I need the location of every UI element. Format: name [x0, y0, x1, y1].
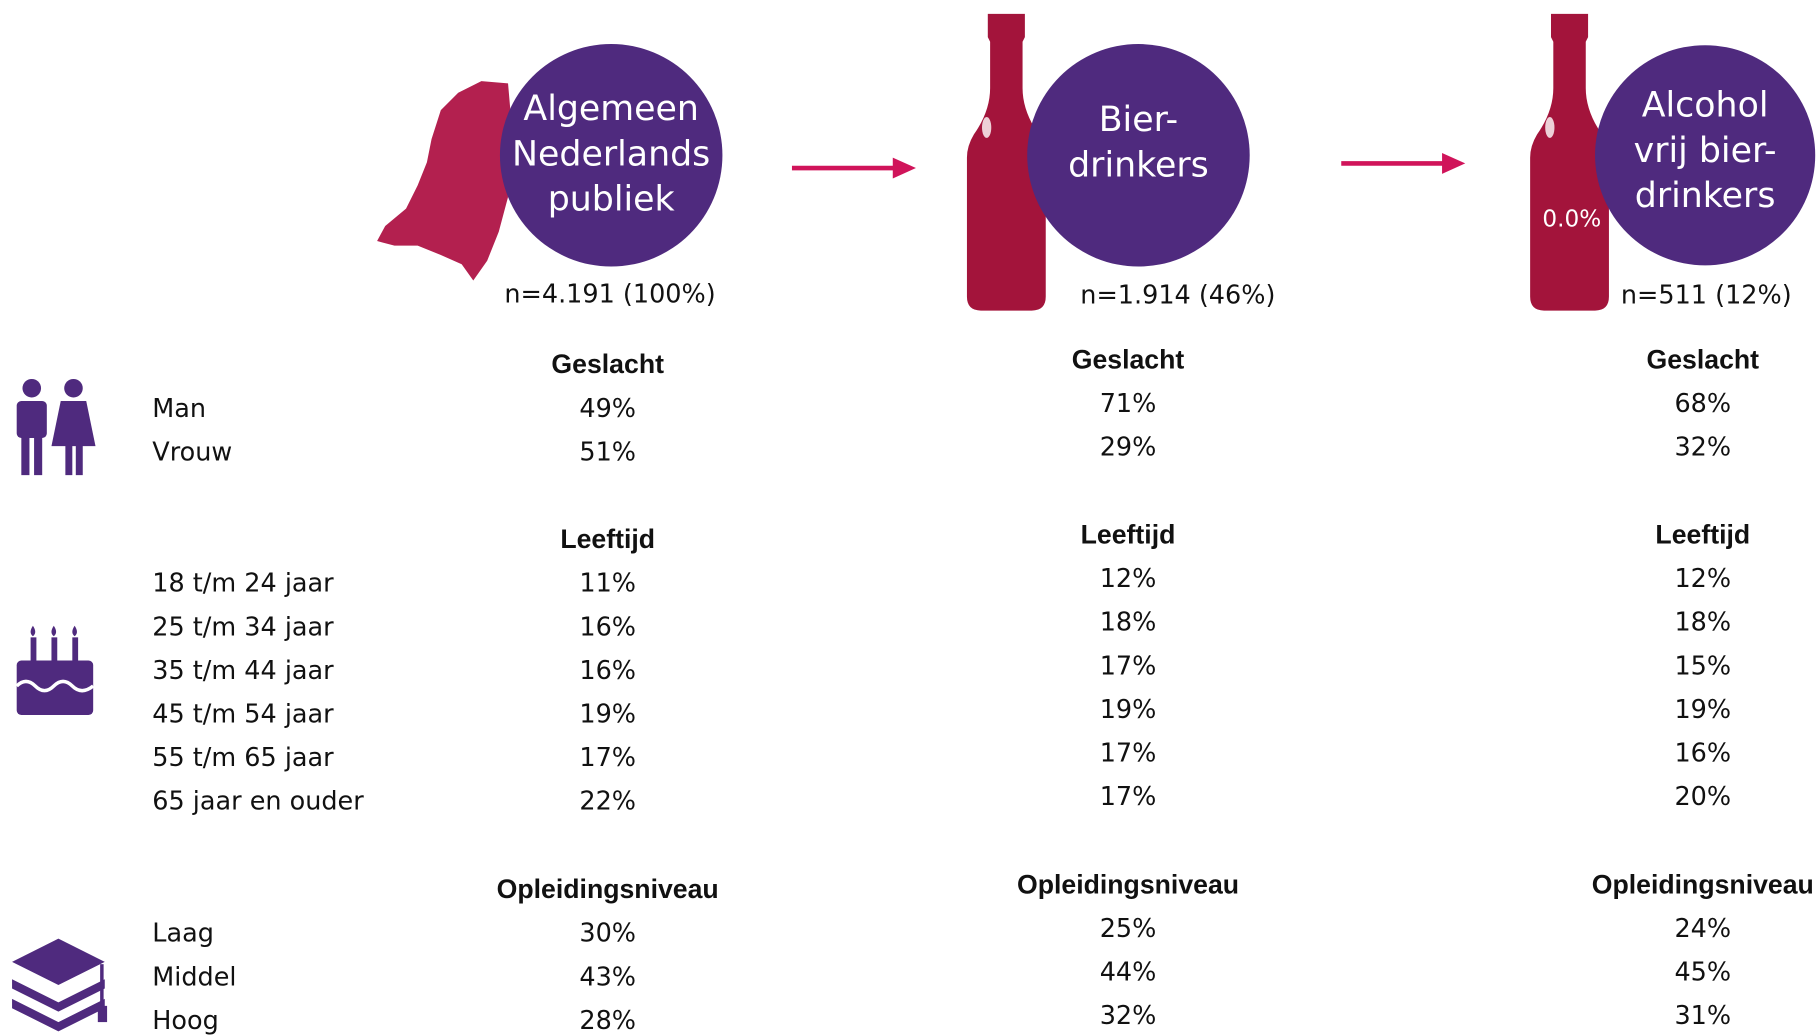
section-title: Leeftijd	[1081, 520, 1176, 550]
map-icon	[377, 81, 511, 281]
circle-label: publiek	[548, 179, 676, 219]
row-value: 43%	[579, 962, 636, 992]
row-value: 32%	[1100, 1001, 1157, 1031]
row-label: 65 jaar en ouder	[152, 787, 364, 817]
circle-label: Nederlands	[512, 134, 710, 174]
section-title: Leeftijd	[1655, 520, 1750, 550]
row-value: 71%	[1100, 389, 1157, 419]
row-value: 17%	[579, 743, 636, 773]
row-label: Middel	[152, 962, 236, 992]
sample-size: n=1.914 (46%)	[1080, 281, 1275, 311]
education-icon	[12, 938, 108, 1032]
row-value: 25%	[1100, 914, 1157, 944]
section-title: Opleidingsniveau	[1017, 870, 1239, 900]
row-label: Vrouw	[152, 437, 232, 467]
row-value: 16%	[579, 612, 636, 642]
row-label: 35 t/m 44 jaar	[152, 656, 334, 686]
row-value: 32%	[1674, 433, 1731, 463]
row-value: 24%	[1674, 914, 1731, 944]
cake-icon	[15, 625, 95, 716]
row-value: 16%	[1674, 738, 1731, 768]
circle-label: Alcohol	[1642, 86, 1769, 126]
row-value: 17%	[1100, 782, 1157, 812]
row-label: 18 t/m 24 jaar	[152, 569, 334, 599]
row-value: 22%	[579, 787, 636, 817]
group-circle	[499, 44, 723, 267]
bottle-icon	[966, 13, 1046, 311]
row-value: 31%	[1674, 1001, 1731, 1031]
row-value: 28%	[579, 1006, 636, 1036]
row-value: 17%	[1100, 651, 1157, 681]
row-value: 19%	[579, 699, 636, 729]
row-value: 20%	[1674, 782, 1731, 812]
row-label: 55 t/m 65 jaar	[152, 743, 334, 773]
row-label: Laag	[152, 919, 214, 949]
row-value: 68%	[1674, 389, 1731, 419]
section-title: Opleidingsniveau	[497, 874, 719, 904]
group-circle	[1027, 44, 1250, 267]
people-icon	[16, 378, 96, 476]
circle-label: Bier-	[1099, 100, 1178, 140]
section-title: Opleidingsniveau	[1592, 870, 1814, 900]
row-label: 45 t/m 54 jaar	[152, 699, 334, 729]
row-value: 19%	[1100, 695, 1157, 725]
sample-size: n=511 (12%)	[1621, 281, 1792, 311]
group-circle	[1595, 45, 1816, 266]
row-value: 30%	[579, 919, 636, 949]
circle-label: vrij bier-	[1634, 131, 1777, 171]
row-value: 11%	[579, 569, 636, 599]
row-value: 49%	[579, 394, 636, 424]
row-value: 15%	[1674, 651, 1731, 681]
circle-label: drinkers	[1635, 176, 1776, 216]
circle-label: drinkers	[1068, 145, 1209, 185]
row-value: 19%	[1674, 695, 1731, 725]
section-title: Geslacht	[1647, 345, 1760, 375]
bottle-highlight	[1545, 117, 1555, 138]
bottle-icon	[1530, 13, 1609, 311]
section-title: Geslacht	[1072, 345, 1185, 375]
row-value: 16%	[579, 656, 636, 686]
row-label: 25 t/m 34 jaar	[152, 612, 334, 642]
sample-size: n=4.191 (100%)	[504, 280, 715, 310]
row-label: Man	[152, 394, 206, 424]
row-value: 18%	[1100, 608, 1157, 638]
section-title: Geslacht	[551, 349, 664, 379]
bottle-highlight	[982, 117, 992, 138]
row-value: 12%	[1674, 564, 1731, 594]
section-title: Leeftijd	[560, 524, 655, 554]
row-value: 44%	[1100, 958, 1157, 988]
row-label: Hoog	[152, 1006, 219, 1036]
circle-label: Algemeen	[523, 89, 699, 129]
row-value: 18%	[1674, 608, 1731, 638]
arrow	[791, 152, 1466, 179]
row-value: 51%	[579, 437, 636, 467]
bottle-label: 0.0%	[1542, 206, 1601, 233]
row-value: 17%	[1100, 738, 1157, 768]
row-value: 45%	[1674, 958, 1731, 988]
row-value: 29%	[1100, 433, 1157, 463]
row-value: 12%	[1100, 564, 1157, 594]
